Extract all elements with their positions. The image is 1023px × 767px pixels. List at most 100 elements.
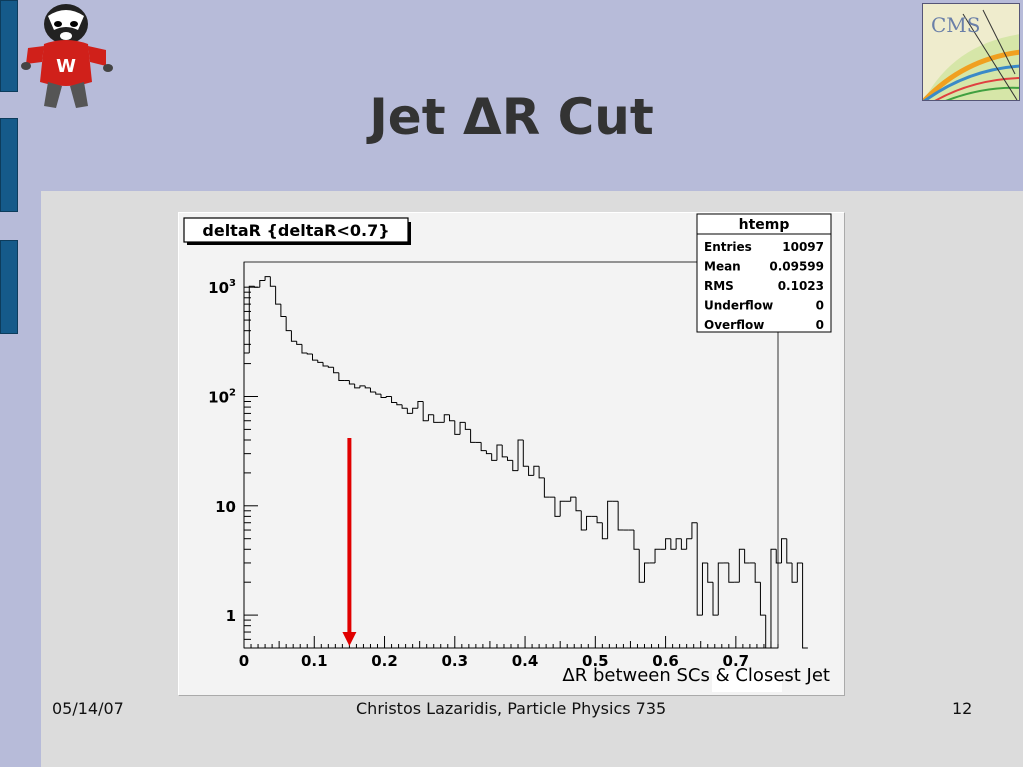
- histogram-bin: [433, 414, 439, 423]
- histogram-bin: [359, 385, 366, 388]
- histogram-bin: [470, 429, 476, 443]
- stats-row-value: 0.1023: [778, 279, 824, 293]
- histogram-bin: [417, 400, 424, 409]
- histogram-bin: [380, 394, 387, 398]
- histogram-bin: [422, 401, 429, 422]
- histogram-bin: [306, 352, 313, 355]
- histogram-bin: [754, 562, 761, 583]
- histogram-bin: [802, 562, 808, 649]
- x-tick-label: 0.5: [582, 652, 609, 670]
- histogram-bin: [354, 384, 360, 389]
- chart-title-shadow: [408, 222, 411, 244]
- stats-row-label: RMS: [704, 279, 734, 293]
- histogram-bin: [559, 500, 566, 517]
- stats-box: htemp Entries 10097 Mean 0.09599 RMS 0.1023 Un…: [696, 213, 832, 333]
- histogram-bin: [317, 360, 324, 363]
- plot-area: [243, 261, 779, 649]
- histogram-bin: [575, 497, 582, 512]
- histogram-bin: [301, 344, 308, 354]
- page-number: 12: [952, 699, 973, 718]
- histogram-bin: [464, 422, 471, 430]
- histogram-bin: [543, 477, 550, 498]
- stats-row-value: 0: [816, 299, 824, 313]
- badger-mascot-logo: W: [18, 2, 114, 114]
- histogram-bin: [385, 395, 392, 398]
- stats-row-value: 0: [816, 318, 824, 332]
- cut-marker-arrowhead: [342, 632, 357, 646]
- histogram-bin: [717, 562, 724, 616]
- histogram-bin: [570, 496, 576, 502]
- histogram-bin: [480, 442, 487, 452]
- sidebar-block-1: [0, 0, 18, 92]
- slide-title: Jet ΔR Cut: [369, 88, 654, 146]
- sidebar-block-2: [0, 118, 18, 212]
- histogram-bin: [633, 530, 640, 550]
- histogram-bin: [280, 304, 287, 317]
- histogram-bin: [285, 316, 292, 332]
- histogram-bin: [449, 414, 455, 422]
- histogram-chart: deltaR {deltaR<0.7} 0 0.1 0.2 0.3 0.4 0.5 0.6 0…: [183, 213, 832, 692]
- histogram-bin: [638, 549, 645, 583]
- histogram-bin: [617, 501, 624, 531]
- sidebar-block-3: [0, 240, 18, 334]
- cut-marker: [342, 438, 357, 646]
- histogram-bin: [406, 408, 413, 414]
- chart-title: deltaR {deltaR<0.7}: [202, 221, 389, 240]
- histogram-bin: [364, 385, 371, 389]
- stats-rows: Entries 10097 Mean 0.09599 RMS 0.1023 Underflo…: [704, 240, 824, 332]
- chart-title-shadow-bottom: [187, 242, 411, 245]
- histogram-bin: [269, 276, 276, 287]
- histogram-bin: [275, 286, 281, 305]
- x-axis-label: ΔR between SCs & Closest Jet: [562, 665, 830, 686]
- x-tick-label: 0.1: [301, 652, 328, 670]
- stats-row-label: Mean: [704, 260, 741, 274]
- histogram-bin: [701, 562, 708, 616]
- histogram-bin: [759, 582, 766, 616]
- histogram-bin: [443, 414, 450, 423]
- footer-author: Christos Lazaridis, Particle Physics 735: [356, 699, 667, 718]
- histogram-bin: [580, 510, 587, 531]
- stats-row-label: Underflow: [704, 299, 773, 313]
- svg-text:W: W: [56, 56, 76, 77]
- histogram-bin: [412, 407, 418, 414]
- histogram-bin: [501, 444, 508, 458]
- x-tick-label: 0.3: [442, 652, 469, 670]
- histogram-bin: [775, 549, 782, 564]
- histogram-bin: [369, 387, 376, 393]
- histogram-bin: [485, 450, 492, 455]
- histogram-bin: [607, 500, 613, 539]
- histogram-bin: [259, 280, 266, 288]
- histogram-bin: [770, 548, 777, 648]
- footer-date: 05/14/07: [52, 699, 124, 718]
- histogram-bin: [601, 522, 608, 540]
- histogram-bin: [491, 453, 497, 461]
- histogram-bin: [506, 456, 513, 461]
- histogram-bin: [665, 538, 671, 550]
- histogram-bin: [712, 582, 719, 616]
- x-tick-label: 0.4: [512, 652, 539, 670]
- stats-row-value: 10097: [782, 240, 824, 254]
- y-tick-label: 102: [208, 387, 236, 406]
- y-tick-label: 103: [208, 278, 236, 297]
- histogram-bin: [322, 362, 329, 367]
- histogram-bin: [427, 414, 434, 421]
- xlabel-highlight: [712, 670, 782, 692]
- histogram-bin: [791, 562, 798, 583]
- histogram-bin: [333, 367, 339, 374]
- histogram-bin: [512, 460, 519, 472]
- stats-row-label: Overflow: [704, 318, 764, 332]
- y-tick-label: 1: [226, 607, 236, 625]
- histogram-bin: [744, 549, 750, 564]
- histogram-bin: [312, 353, 318, 361]
- histogram-bin: [554, 497, 561, 517]
- histogram-bin: [686, 538, 692, 550]
- histogram-bin: [738, 548, 745, 583]
- histogram-bin: [696, 522, 703, 616]
- stats-row-value: 0.09599: [769, 260, 824, 274]
- histogram-bin: [517, 439, 524, 471]
- histogram-bin: [327, 366, 334, 368]
- histogram-bin: [533, 465, 540, 476]
- x-tick-label: 0: [239, 652, 249, 670]
- histogram-bin: [459, 421, 466, 435]
